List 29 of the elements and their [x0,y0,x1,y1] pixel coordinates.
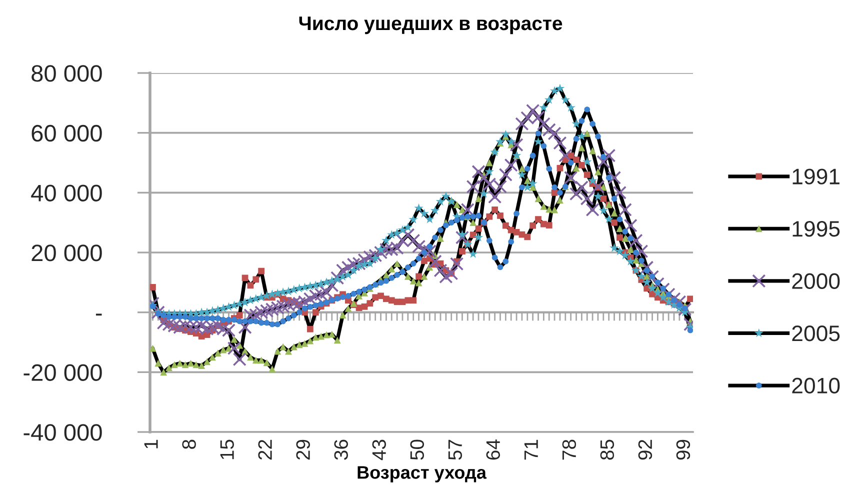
x-tick-label: 92 [638,440,652,460]
legend-label: 1995 [792,220,840,237]
x-tick-label: 64 [486,440,500,460]
y-tick-label: 80 000 [32,65,102,82]
legend-label: 2010 [792,378,840,394]
y-tick-label: 20 000 [32,244,102,262]
x-tick-label: 71 [524,440,538,460]
legend-label: 2000 [792,273,840,289]
x-axis-title: Возраст ухода [358,466,487,482]
legend-label: 1991 [792,168,840,184]
y-tick-label: 60 000 [32,124,102,142]
legend-label: 2005 [792,326,840,342]
x-tick-label: 78 [562,440,576,460]
x-tick-label: 85 [600,440,614,460]
x-tick-label: 8 [182,440,196,449]
x-tick-label: 1 [144,440,158,448]
x-tick-label: 57 [448,440,462,460]
x-tick-label: 22 [258,440,272,460]
y-tick-label: -20 000 [24,364,102,381]
x-tick-label: 36 [334,440,348,460]
x-tick-label: 15 [220,440,234,460]
y-tick-label: - [96,314,102,316]
x-tick-label: 99 [676,440,690,460]
x-tick-label: 50 [410,440,424,460]
chart-title: Число ушедших в возрасте [299,16,562,34]
y-tick-label: -40 000 [24,424,102,441]
x-tick-label: 43 [372,440,386,460]
x-tick-label: 29 [296,440,310,460]
y-tick-label: 40 000 [31,184,102,202]
